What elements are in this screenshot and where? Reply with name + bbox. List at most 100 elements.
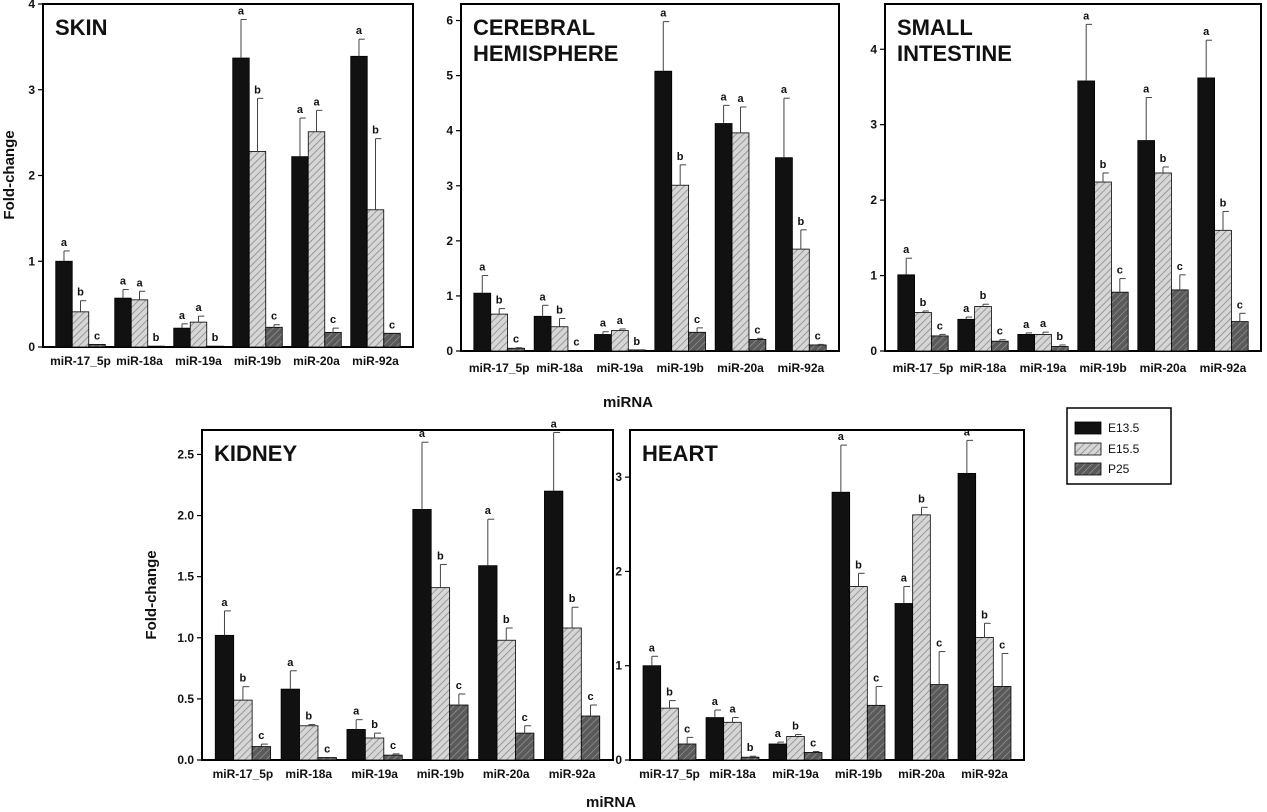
sig-label-cerebral-mir-17-5p-e155: b [496,295,503,307]
sig-label-intestine-mir-17-5p-e155: b [920,297,927,309]
bar-intestine-mir-18a-e155 [974,306,992,352]
sig-label-skin-mir-92a-e155: b [372,125,379,137]
bar-intestine-mir-20a-p25 [1171,289,1189,352]
category-label-cerebral-mir-19a: miR-19a [596,361,643,375]
sig-label-kidney-mir-19a-e135: a [353,706,360,718]
sig-label-intestine-mir-18a-e155: b [980,290,987,302]
sig-label-intestine-mir-92a-e135: a [1203,26,1210,38]
panel-title-heart: HEART [642,441,718,466]
bar-intestine-mir-19b-p25 [1111,291,1129,352]
bar-intestine-mir-17-5p-p25 [931,335,949,352]
sig-label-heart-mir-17-5p-e135: a [649,642,656,654]
y-axis-label-top: Fold-change [1,130,18,219]
sig-label-heart-mir-20a-e155: b [918,493,925,505]
y-tick-label-skin-0: 0 [28,340,35,354]
sig-label-kidney-mir-18a-e135: a [287,657,294,669]
sig-label-skin-mir-92a-p25: c [389,319,395,331]
sig-label-skin-mir-18a-e135: a [120,276,127,288]
sig-label-skin-mir-19b-p25: c [271,311,277,323]
bar-kidney-mir-20a-e135 [478,565,498,761]
bar-heart-mir-19b-e135 [831,491,851,761]
category-label-cerebral-mir-20a: miR-20a [717,361,764,375]
category-label-kidney-mir-19b: miR-19b [417,767,464,781]
bar-cerebral-mir-19b-e155 [671,184,690,352]
sig-label-kidney-mir-20a-p25: c [522,712,528,724]
sig-label-intestine-mir-19a-e155: a [1040,318,1047,330]
bar-cerebral-mir-19a-e155 [610,330,629,352]
bar-cerebral-mir-17-5p-e155 [490,313,509,352]
bar-heart-mir-17-5p-e155 [660,707,679,761]
chart-panel-heart: 0123HEARTabcmiR-17_5paabmiR-18aabcmiR-19… [615,426,1025,781]
bar-skin-mir-19b-e135 [232,57,250,348]
sig-label-cerebral-mir-20a-p25: c [754,324,760,336]
legend-label-e155: E15.5 [1108,442,1140,456]
sig-label-skin-mir-19b-e155: b [254,84,261,96]
category-label-heart-mir-18a: miR-18a [709,767,756,781]
sig-label-heart-mir-18a-e135: a [712,696,719,708]
legend-swatch-e155 [1074,442,1102,456]
category-label-cerebral-mir-17-5p: miR-17_5p [469,361,530,375]
sig-label-heart-mir-18a-e155: a [729,704,736,716]
sig-label-cerebral-mir-17-5p-e135: a [479,262,486,274]
sig-label-intestine-mir-19a-p25: b [1056,331,1063,343]
bar-kidney-mir-19a-p25 [383,754,403,761]
sig-label-skin-mir-17-5p-e135: a [61,237,68,249]
panel-title-cerebral-line1: CEREBRAL [473,15,595,40]
sig-label-heart-mir-19b-e135: a [838,431,845,443]
y-tick-label-skin-4: 4 [28,0,35,11]
sig-label-kidney-mir-19a-p25: c [390,740,396,752]
bar-intestine-mir-19b-e135 [1077,80,1096,352]
bar-skin-mir-20a-e155 [307,131,326,348]
bar-kidney-mir-18a-e135 [280,688,300,761]
sig-label-kidney-mir-19b-e155: b [437,550,444,562]
plot-frame-cerebral [460,3,840,352]
bar-skin-mir-17-5p-e135 [55,260,73,348]
panel-title-skin: SKIN [55,15,108,40]
sig-label-cerebral-mir-19a-e135: a [600,318,607,330]
y-tick-label-intestine-1: 1 [870,269,877,283]
sig-label-intestine-mir-20a-p25: c [1177,261,1183,273]
bar-intestine-mir-92a-e155 [1214,229,1232,352]
category-label-intestine-mir-20a: miR-20a [1140,361,1187,375]
bar-kidney-mir-17-5p-e155 [233,699,253,761]
category-label-heart-mir-17-5p: miR-17_5p [639,767,700,781]
plot-frame-kidney [201,429,614,761]
bar-heart-mir-17-5p-e135 [642,665,662,761]
bar-skin-mir-17-5p-p25 [88,344,106,348]
legend-label-p25: P25 [1108,462,1130,476]
y-tick-label-intestine-4: 4 [870,42,877,56]
bar-kidney-mir-18a-p25 [317,757,337,761]
bar-skin-mir-19a-p25 [206,345,224,348]
bar-intestine-mir-17-5p-e155 [914,312,932,352]
sig-label-skin-mir-19a-p25: b [212,332,219,344]
category-label-intestine-mir-17-5p: miR-17_5p [893,361,954,375]
panel-title-cerebral-line2: HEMISPHERE [473,41,618,66]
category-label-kidney-mir-92a: miR-92a [549,767,596,781]
category-label-skin-mir-19b: miR-19b [234,354,281,368]
category-label-kidney-mir-17-5p: miR-17_5p [213,767,274,781]
sig-label-heart-mir-17-5p-p25: c [684,723,690,735]
sig-label-cerebral-mir-20a-e155: a [737,93,744,105]
sig-label-skin-mir-20a-e155: a [313,96,320,108]
bar-cerebral-mir-19a-p25 [627,349,646,352]
bar-kidney-mir-20a-p25 [515,732,535,761]
category-label-skin-mir-20a: miR-20a [293,354,340,368]
bar-intestine-mir-20a-e135 [1137,140,1156,352]
bar-skin-mir-18a-p25 [147,345,165,348]
bar-skin-mir-92a-p25 [383,332,401,348]
bar-cerebral-mir-18a-e135 [533,315,552,352]
bar-skin-mir-19b-e155 [248,151,267,348]
sig-label-kidney-mir-19b-p25: c [456,680,462,692]
panel-title-intestine-line2: INTESTINE [897,41,1012,66]
y-tick-label-kidney-2: 1.0 [177,631,194,645]
bar-heart-mir-20a-e155 [912,514,931,761]
bar-cerebral-mir-17-5p-e135 [473,292,492,352]
sig-label-kidney-mir-18a-e155: b [305,711,312,723]
bar-skin-mir-92a-e135 [350,55,368,348]
bar-cerebral-mir-19b-p25 [688,331,706,352]
sig-label-intestine-mir-19b-e155: b [1100,159,1107,171]
sig-label-intestine-mir-92a-p25: c [1237,299,1243,311]
category-label-skin-mir-18a: miR-18a [116,354,163,368]
sig-label-cerebral-mir-20a-e135: a [721,91,728,103]
